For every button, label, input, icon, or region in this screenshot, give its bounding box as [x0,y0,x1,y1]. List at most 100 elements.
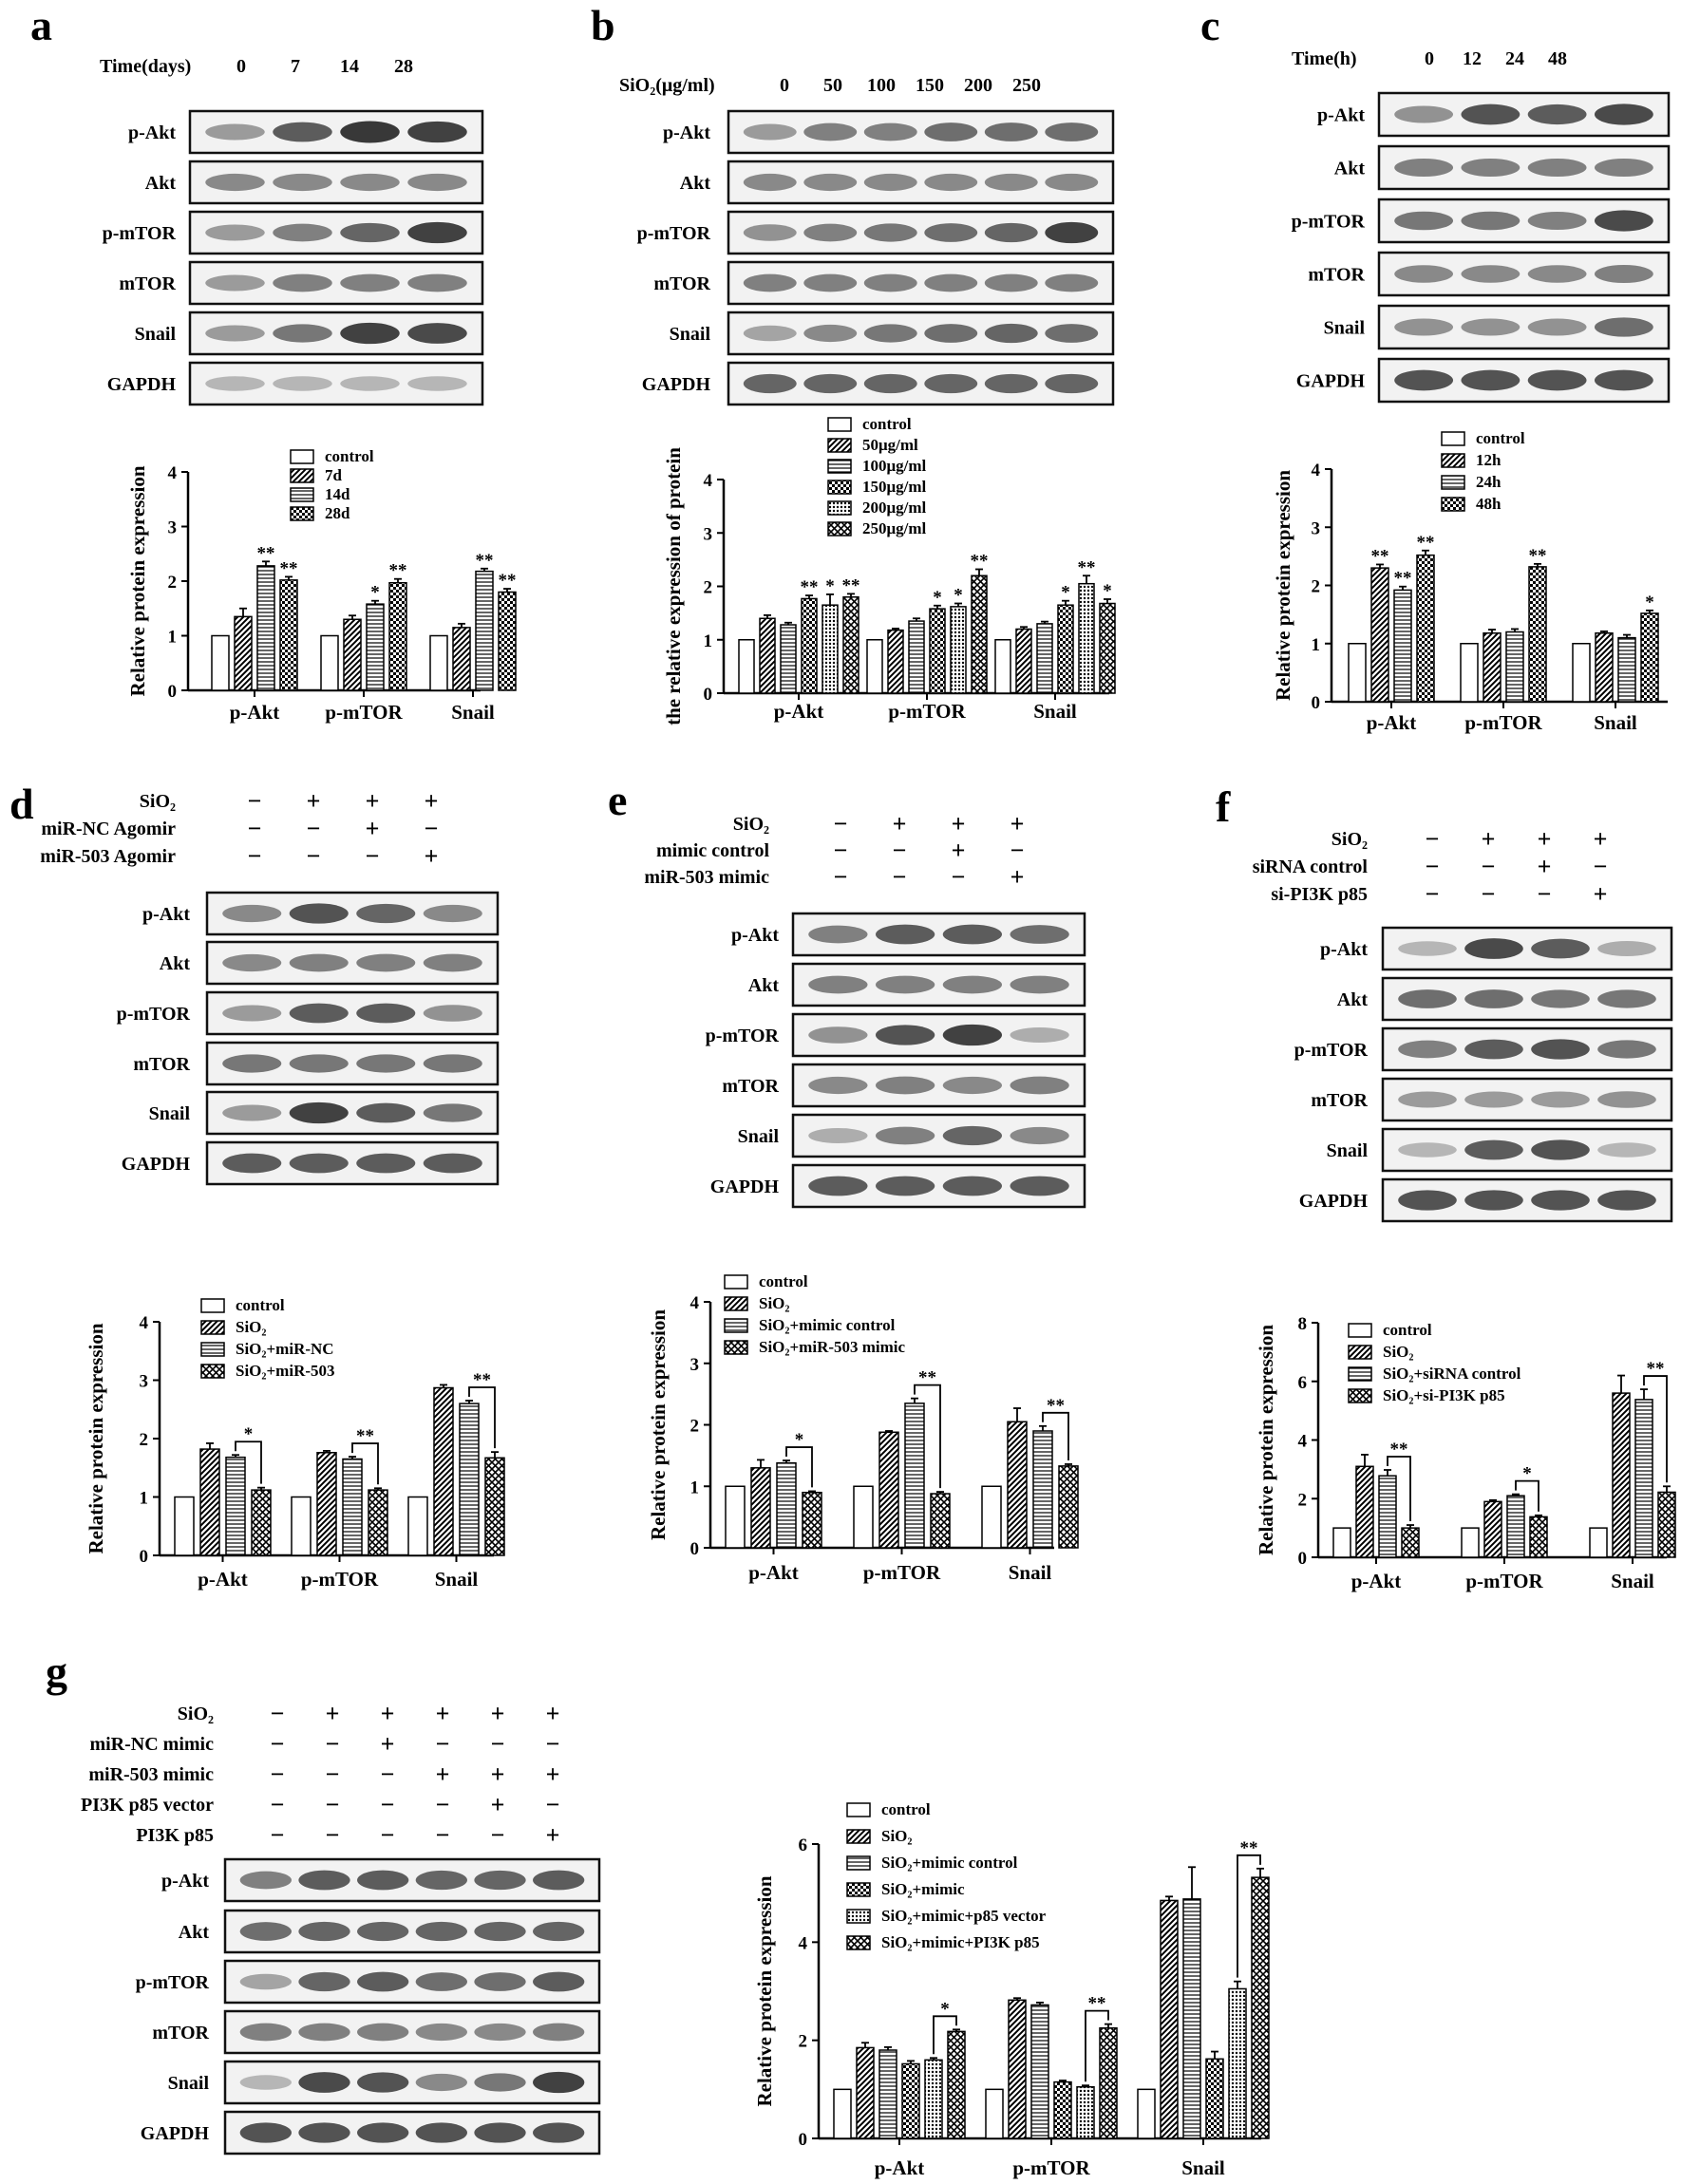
protein-band [924,122,978,141]
protein-band [803,223,858,242]
protein-band [423,1103,482,1122]
significance-mark: ** [971,552,989,572]
protein-band [743,373,797,394]
y-tick-label: 1 [704,631,713,651]
bar [199,1448,220,1556]
legend-label: 50μg/ml [862,436,918,454]
lane-label: 12 [1463,48,1482,69]
bar [1529,1516,1548,1558]
bar [981,1485,1002,1549]
bar [1008,1999,1027,2139]
bar [1228,1987,1247,2139]
protein-band [808,975,868,994]
protein-band [1527,318,1587,336]
protein-band [808,1127,868,1144]
protein-band [289,1003,349,1024]
protein-band [273,122,332,142]
protein-band [415,1870,467,1891]
protein-band [415,2023,467,2042]
chart-e: 0 1 2 3 4 Relative protein expression p-Akt p-m… [647,1272,1079,1584]
protein-band [298,1921,350,1942]
protein-band [1398,941,1457,956]
protein-band [357,1971,409,1992]
protein-band [1461,265,1520,283]
y-tick-label: 2 [799,2032,808,2052]
legend-swatch [724,1340,748,1355]
protein-band [924,373,978,394]
protein-band [1594,158,1653,178]
protein-band [1531,989,1590,1008]
legend-swatch [1348,1345,1372,1360]
y-tick-label: 4 [799,1933,808,1953]
significance-bracket [351,1442,379,1485]
bar [878,2049,897,2139]
legend-swatch [1348,1366,1372,1382]
condition-sign: − [307,842,321,870]
protein-band [1531,1190,1590,1211]
bar [856,2046,875,2139]
y-tick-label: 0 [168,682,178,702]
y-tick-label: 8 [1298,1314,1308,1334]
protein-band [924,173,978,192]
protein-band [984,122,1038,141]
category-label: p-mTOR [1464,711,1542,734]
condition-sign: − [893,863,907,891]
protein-band [423,1153,482,1174]
protein-band [984,222,1038,243]
condition-label: miR-503 mimic [88,1764,214,1785]
condition-sign: + [1538,825,1552,853]
legend-swatch [724,1274,748,1290]
y-tick-label: 6 [799,1836,808,1855]
bar [459,1403,480,1556]
protein-band [533,2122,585,2143]
protein-band [1527,158,1587,178]
condition-sign: − [1426,825,1440,853]
protein-band [1597,1142,1656,1158]
condition-sign: − [366,842,380,870]
protein-band [298,2023,350,2042]
bar [407,1496,428,1556]
protein-band [808,1076,868,1095]
protein-band [1010,1176,1069,1196]
legend-label: 14d [325,485,350,503]
protein-band [423,904,482,923]
lane-label: 28 [394,56,413,77]
bar [1393,589,1412,703]
protein-band [1045,122,1099,141]
bar [802,1491,822,1549]
protein-band [340,322,400,345]
bar [1461,1527,1480,1558]
bar [1137,2088,1156,2139]
y-tick-label: 6 [1298,1373,1308,1393]
lane-label: 50 [823,75,842,96]
y-tick-label: 3 [168,518,178,538]
condition-label: PI3K p85 [136,1825,214,1846]
blot-row-label: Akt [160,953,191,974]
legend-label: SiO₂ [881,1827,913,1845]
significance-mark: ** [842,575,860,595]
bar [780,624,797,694]
protein-band [273,173,332,192]
protein-band [356,1102,416,1123]
panel-label-f: f [1216,782,1231,831]
blot-row-label: GAPDH [710,1177,780,1197]
condition-sign: − [436,1730,450,1758]
protein-band [875,924,935,945]
bar [1506,1495,1525,1558]
protein-band [1394,265,1454,283]
lane-label: 0 [1425,48,1434,69]
protein-band [942,975,1003,994]
blot-row-label: p-mTOR [637,223,711,244]
category-label: p-Akt [198,1568,248,1591]
blot-row-label: mTOR [152,2023,209,2043]
condition-sign: + [425,787,439,815]
condition-sign: + [546,1760,560,1788]
y-axis-title: Relative protein expression [753,1875,776,2106]
legend-swatch [290,506,314,521]
legend-swatch [200,1342,225,1357]
condition-sign: + [1482,825,1496,853]
condition-sign: − [326,1730,340,1758]
protein-band [875,975,935,994]
protein-band [803,273,858,292]
protein-band [298,1870,350,1891]
